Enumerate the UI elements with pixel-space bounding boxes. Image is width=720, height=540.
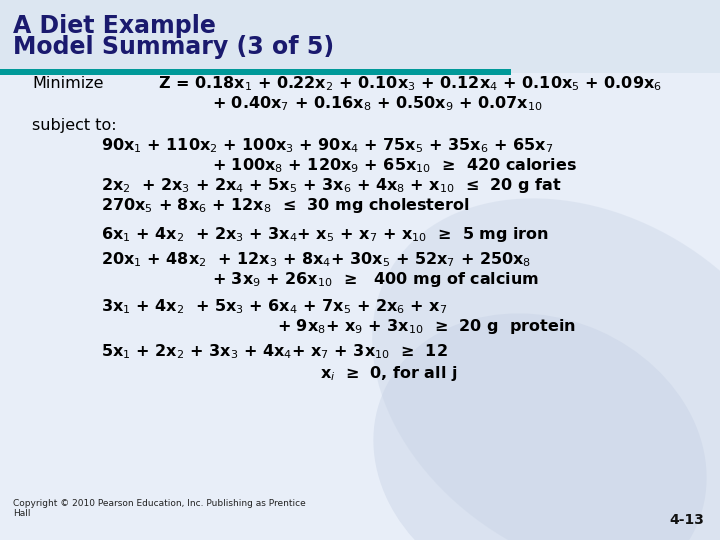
- Text: + 100x$_{8}$ + 120x$_{9}$ + 65x$_{10}$  ≥  420 calories: + 100x$_{8}$ + 120x$_{9}$ + 65x$_{10}$ ≥…: [212, 157, 577, 175]
- Ellipse shape: [372, 198, 720, 540]
- Text: A Diet Example: A Diet Example: [13, 14, 216, 37]
- Text: Z = 0.18x$_{1}$ + 0.22x$_{2}$ + 0.10x$_{3}$ + 0.12x$_{4}$ + 0.10x$_{5}$ + 0.09x$: Z = 0.18x$_{1}$ + 0.22x$_{2}$ + 0.10x$_{…: [158, 75, 662, 93]
- Text: Minimize: Minimize: [32, 76, 104, 91]
- Text: 5x$_{1}$ + 2x$_{2}$ + 3x$_{3}$ + 4x$_{4}$+ x$_{7}$ + 3x$_{10}$  ≥  12: 5x$_{1}$ + 2x$_{2}$ + 3x$_{3}$ + 4x$_{4}…: [101, 343, 448, 361]
- Text: x$_{i}$  ≥  0, for all j: x$_{i}$ ≥ 0, for all j: [320, 364, 458, 383]
- Text: 270x$_{5}$ + 8x$_{6}$ + 12x$_{8}$  ≤  30 mg cholesterol: 270x$_{5}$ + 8x$_{6}$ + 12x$_{8}$ ≤ 30 m…: [101, 195, 469, 215]
- Text: 6x$_{1}$ + 4x$_{2}$  + 2x$_{3}$ + 3x$_{4}$+ x$_{5}$ + x$_{7}$ + x$_{10}$  ≥  5 m: 6x$_{1}$ + 4x$_{2}$ + 2x$_{3}$ + 3x$_{4}…: [101, 225, 549, 245]
- Ellipse shape: [374, 313, 706, 540]
- Text: + 3x$_{9}$ + 26x$_{10}$  ≥   400 mg of calcium: + 3x$_{9}$ + 26x$_{10}$ ≥ 400 mg of calc…: [212, 269, 539, 289]
- Text: 90x$_{1}$ + 110x$_{2}$ + 100x$_{3}$ + 90x$_{4}$ + 75x$_{5}$ + 35x$_{6}$ + 65x$_{: 90x$_{1}$ + 110x$_{2}$ + 100x$_{3}$ + 90…: [101, 137, 553, 155]
- Text: subject to:: subject to:: [32, 118, 117, 133]
- Text: 2x$_{2}$  + 2x$_{3}$ + 2x$_{4}$ + 5x$_{5}$ + 3x$_{6}$ + 4x$_{8}$ + x$_{10}$  ≤  : 2x$_{2}$ + 2x$_{3}$ + 2x$_{4}$ + 5x$_{5}…: [101, 176, 562, 195]
- FancyBboxPatch shape: [0, 0, 720, 73]
- Text: + 9x$_{8}$+ x$_{9}$ + 3x$_{10}$  ≥  20 g  protein: + 9x$_{8}$+ x$_{9}$ + 3x$_{10}$ ≥ 20 g p…: [277, 317, 576, 336]
- FancyBboxPatch shape: [0, 69, 511, 75]
- Text: + 0.40x$_{7}$ + 0.16x$_{8}$ + 0.50x$_{9}$ + 0.07x$_{10}$: + 0.40x$_{7}$ + 0.16x$_{8}$ + 0.50x$_{9}…: [212, 94, 543, 113]
- Text: 4-13: 4-13: [670, 512, 704, 526]
- Text: Model Summary (3 of 5): Model Summary (3 of 5): [13, 35, 334, 59]
- Text: 3x$_{1}$ + 4x$_{2}$  + 5x$_{3}$ + 6x$_{4}$ + 7x$_{5}$ + 2x$_{6}$ + x$_{7}$: 3x$_{1}$ + 4x$_{2}$ + 5x$_{3}$ + 6x$_{4}…: [101, 298, 447, 316]
- Text: Copyright © 2010 Pearson Education, Inc. Publishing as Prentice
Hall: Copyright © 2010 Pearson Education, Inc.…: [13, 499, 306, 518]
- Text: 20x$_{1}$ + 48x$_{2}$  + 12x$_{3}$ + 8x$_{4}$+ 30x$_{5}$ + 52x$_{7}$ + 250x$_{8}: 20x$_{1}$ + 48x$_{2}$ + 12x$_{3}$ + 8x$_…: [101, 250, 531, 268]
